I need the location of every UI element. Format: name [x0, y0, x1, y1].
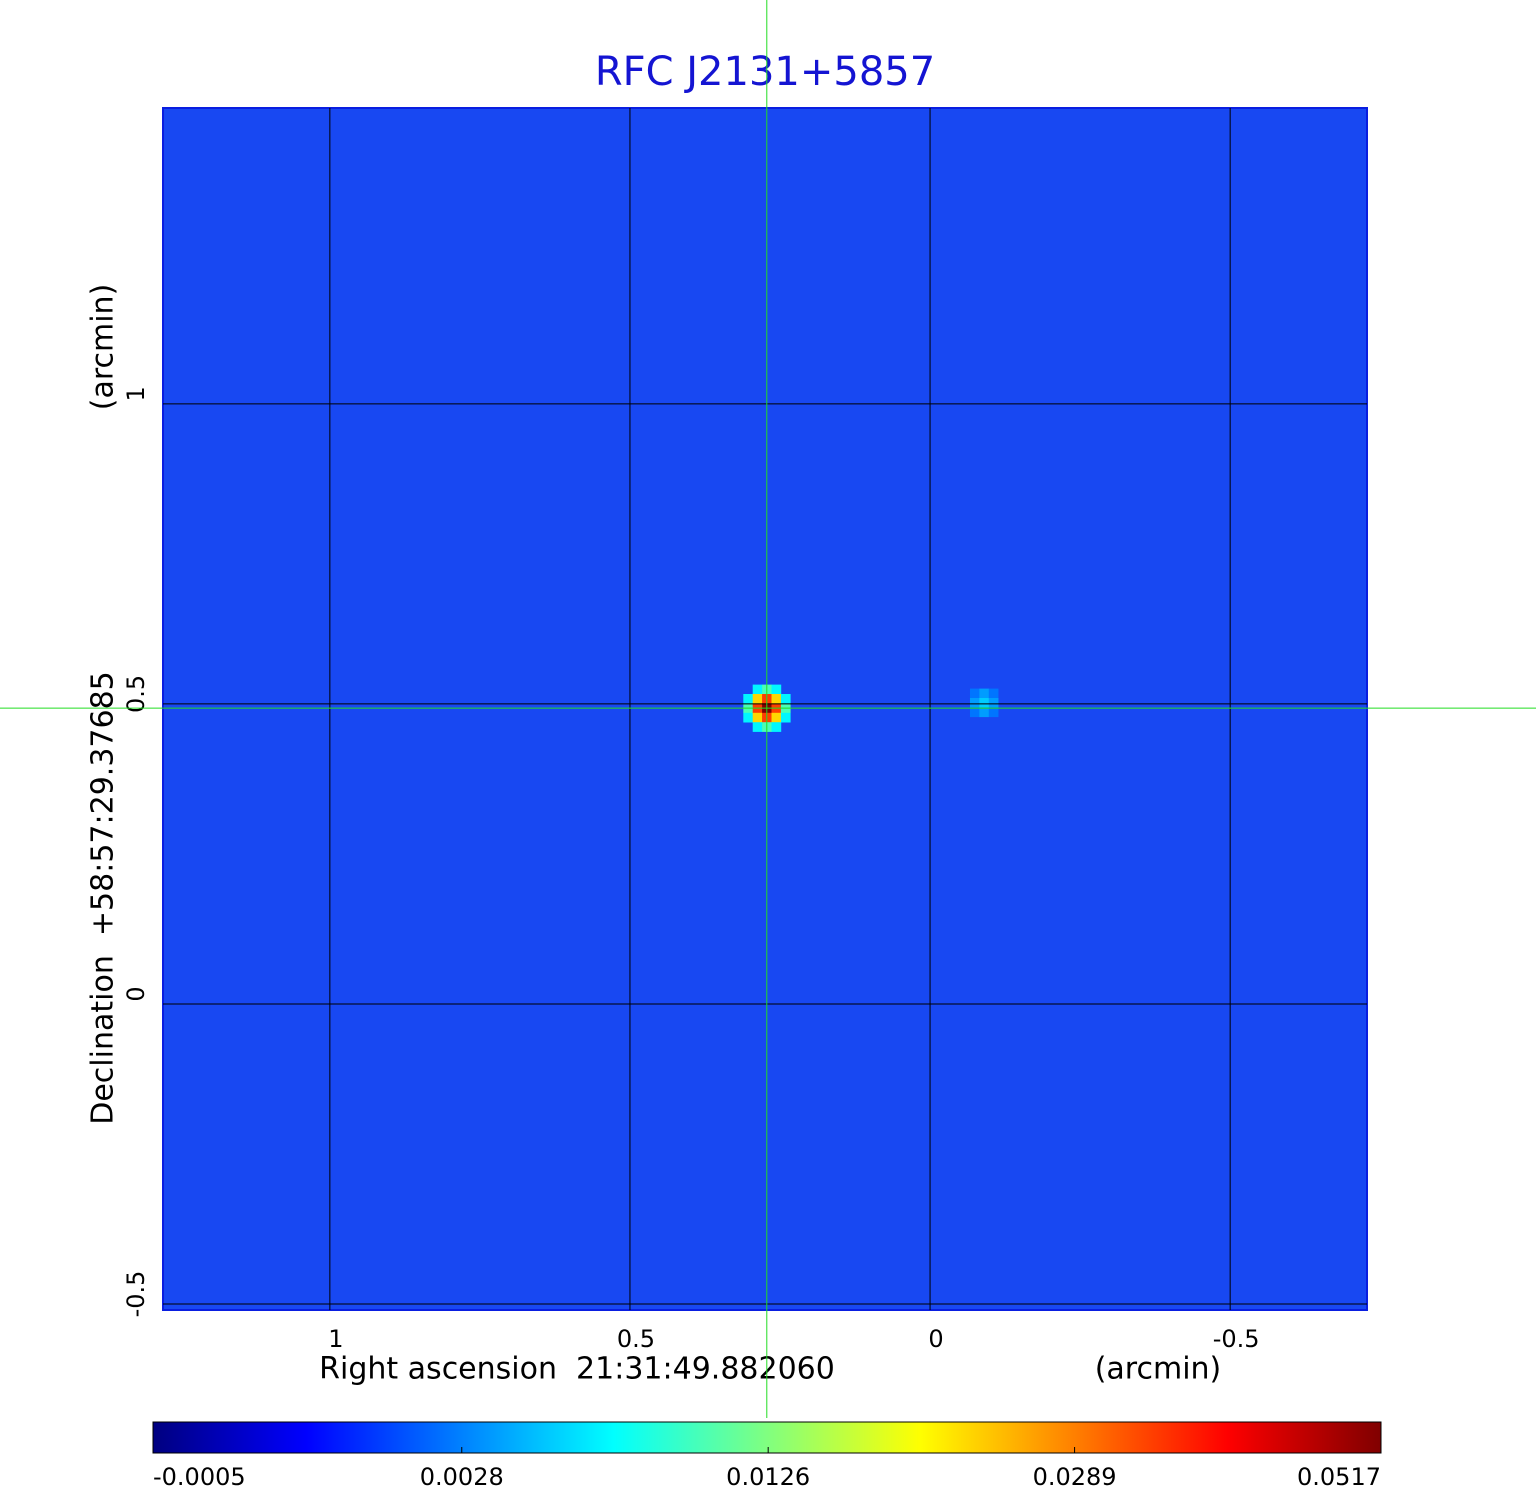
- source: [969, 688, 999, 718]
- x-tick-label: 0: [928, 1325, 943, 1353]
- image-pixel: [979, 697, 990, 708]
- image-pixel: [752, 693, 763, 704]
- x-axis-unit: (arcmin): [1095, 1352, 1222, 1387]
- image-pixel: [752, 684, 763, 695]
- x-tick-label: 1: [328, 1325, 343, 1353]
- image-pixel: [771, 722, 782, 732]
- colorbar-tick-label: 0.0028: [420, 1463, 504, 1491]
- image-pixel: [743, 693, 754, 704]
- y-axis-label: Declination +58:57:29.37685: [86, 671, 121, 1125]
- image-pixel: [988, 697, 999, 708]
- colorbar-tick-label: 0.0126: [726, 1463, 810, 1491]
- image-pixel: [969, 697, 980, 708]
- y-axis-unit: (arcmin): [86, 284, 121, 411]
- image-pixel: [780, 712, 791, 723]
- colorbar: [152, 1421, 1382, 1454]
- image-pixel: [752, 722, 763, 732]
- image-pixel: [771, 693, 782, 704]
- x-tick-label: -0.5: [1213, 1325, 1260, 1353]
- colorbar-tick-label: 0.0289: [1033, 1463, 1117, 1491]
- y-tick-label: 1: [122, 386, 150, 401]
- image-pixel: [969, 688, 980, 699]
- x-tick-label: 0.5: [617, 1325, 655, 1353]
- image-pixel: [752, 712, 763, 723]
- image-pixel: [979, 688, 990, 699]
- image-pixel: [743, 712, 754, 723]
- colorbar-tick-label: 0.0517: [1297, 1463, 1381, 1491]
- chart-title: RFC J2131+5857: [595, 49, 935, 95]
- y-tick-label: -0.5: [122, 1271, 150, 1318]
- colorbar-tick-label: -0.0005: [153, 1463, 246, 1491]
- image-pixel: [771, 712, 782, 723]
- image-pixel: [771, 684, 782, 695]
- image-pixel: [988, 688, 999, 699]
- y-tick-label: 0.5: [122, 675, 150, 713]
- image-pixel: [780, 693, 791, 704]
- image-pixel: [969, 707, 980, 718]
- y-tick-label: 0: [122, 986, 150, 1001]
- image-pixel: [979, 707, 990, 718]
- x-axis-label: Right ascension 21:31:49.882060: [319, 1352, 835, 1387]
- image-pixel: [988, 707, 999, 718]
